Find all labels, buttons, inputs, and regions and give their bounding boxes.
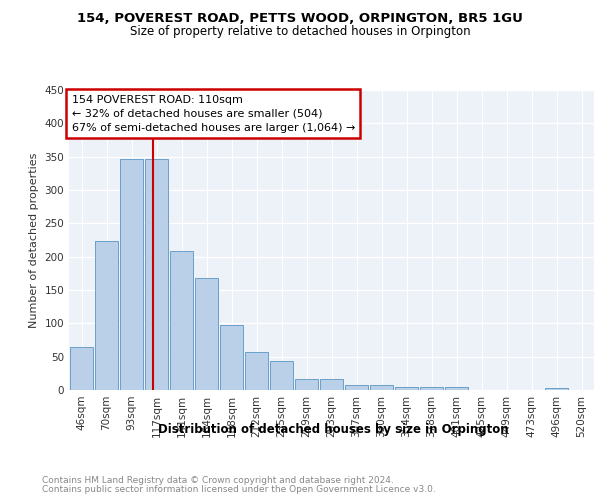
- Bar: [170, 250, 193, 390]
- Bar: [95, 240, 118, 390]
- Y-axis label: Number of detached properties: Number of detached properties: [29, 152, 39, 328]
- Text: Contains public sector information licensed under the Open Government Licence v3: Contains public sector information licen…: [42, 485, 436, 494]
- Bar: [70, 346, 93, 390]
- Bar: [445, 388, 468, 390]
- Text: Contains HM Land Registry data © Crown copyright and database right 2024.: Contains HM Land Registry data © Crown c…: [42, 476, 394, 485]
- Text: 154 POVEREST ROAD: 110sqm
← 32% of detached houses are smaller (504)
67% of semi: 154 POVEREST ROAD: 110sqm ← 32% of detac…: [71, 94, 355, 132]
- Bar: [420, 386, 443, 390]
- Bar: [220, 326, 243, 390]
- Text: Distribution of detached houses by size in Orpington: Distribution of detached houses by size …: [158, 422, 508, 436]
- Bar: [195, 278, 218, 390]
- Bar: [545, 388, 568, 390]
- Bar: [270, 362, 293, 390]
- Bar: [145, 160, 168, 390]
- Bar: [245, 352, 268, 390]
- Bar: [395, 388, 418, 390]
- Text: Size of property relative to detached houses in Orpington: Size of property relative to detached ho…: [130, 25, 470, 38]
- Bar: [345, 386, 368, 390]
- Bar: [295, 378, 318, 390]
- Bar: [320, 380, 343, 390]
- Text: 154, POVEREST ROAD, PETTS WOOD, ORPINGTON, BR5 1GU: 154, POVEREST ROAD, PETTS WOOD, ORPINGTO…: [77, 12, 523, 26]
- Bar: [120, 160, 143, 390]
- Bar: [370, 384, 393, 390]
